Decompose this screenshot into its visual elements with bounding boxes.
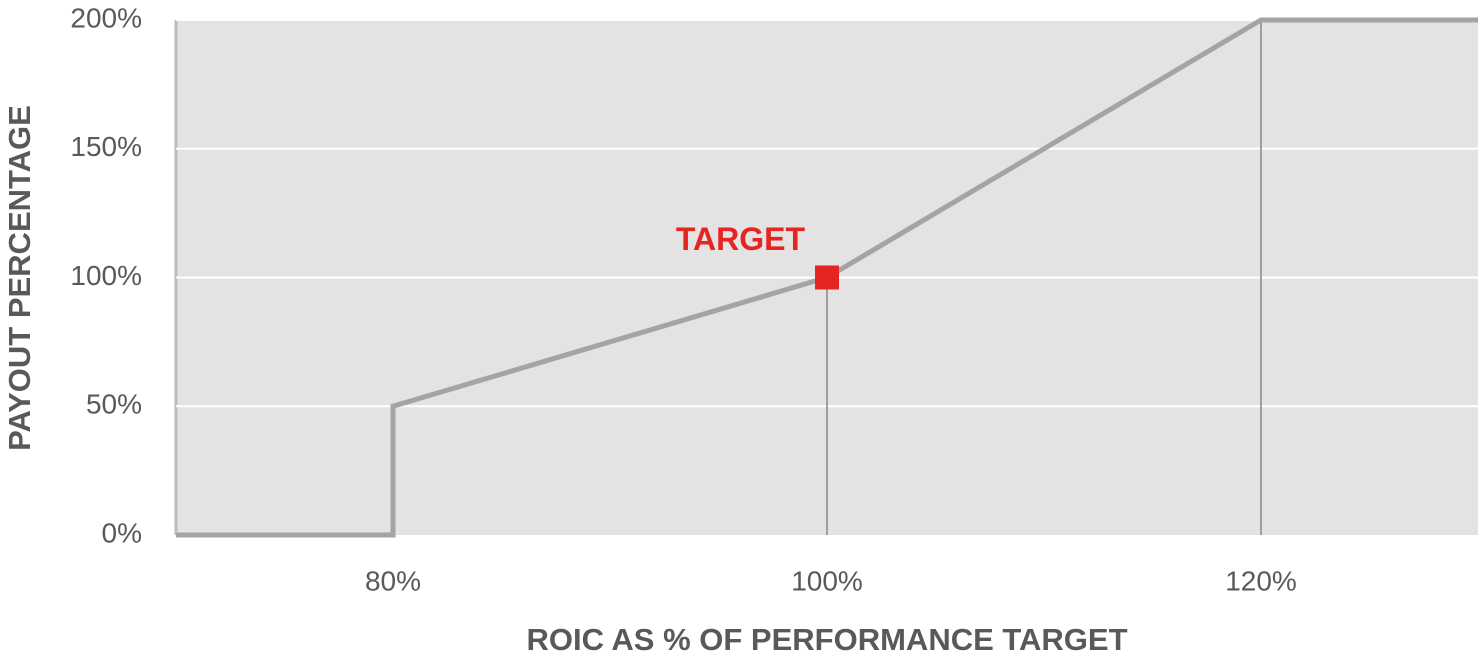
y-tick-label: 50% [86, 389, 142, 420]
target-marker [815, 265, 839, 290]
y-axis-title: PAYOUT PERCENTAGE [2, 105, 37, 451]
annotation: TARGET [676, 221, 806, 257]
x-tick-label: 100% [791, 565, 863, 596]
y-tick-label: 150% [70, 131, 142, 162]
y-tick-label: 100% [70, 260, 142, 291]
y-tick-label: 0% [102, 517, 142, 548]
x-tick-label: 120% [1225, 565, 1297, 596]
line [176, 17, 1478, 538]
x-axis-title: ROIC AS % OF PERFORMANCE TARGET [526, 622, 1127, 657]
x-tick-label: 80% [365, 565, 421, 596]
y-tick-label: 200% [70, 2, 142, 33]
